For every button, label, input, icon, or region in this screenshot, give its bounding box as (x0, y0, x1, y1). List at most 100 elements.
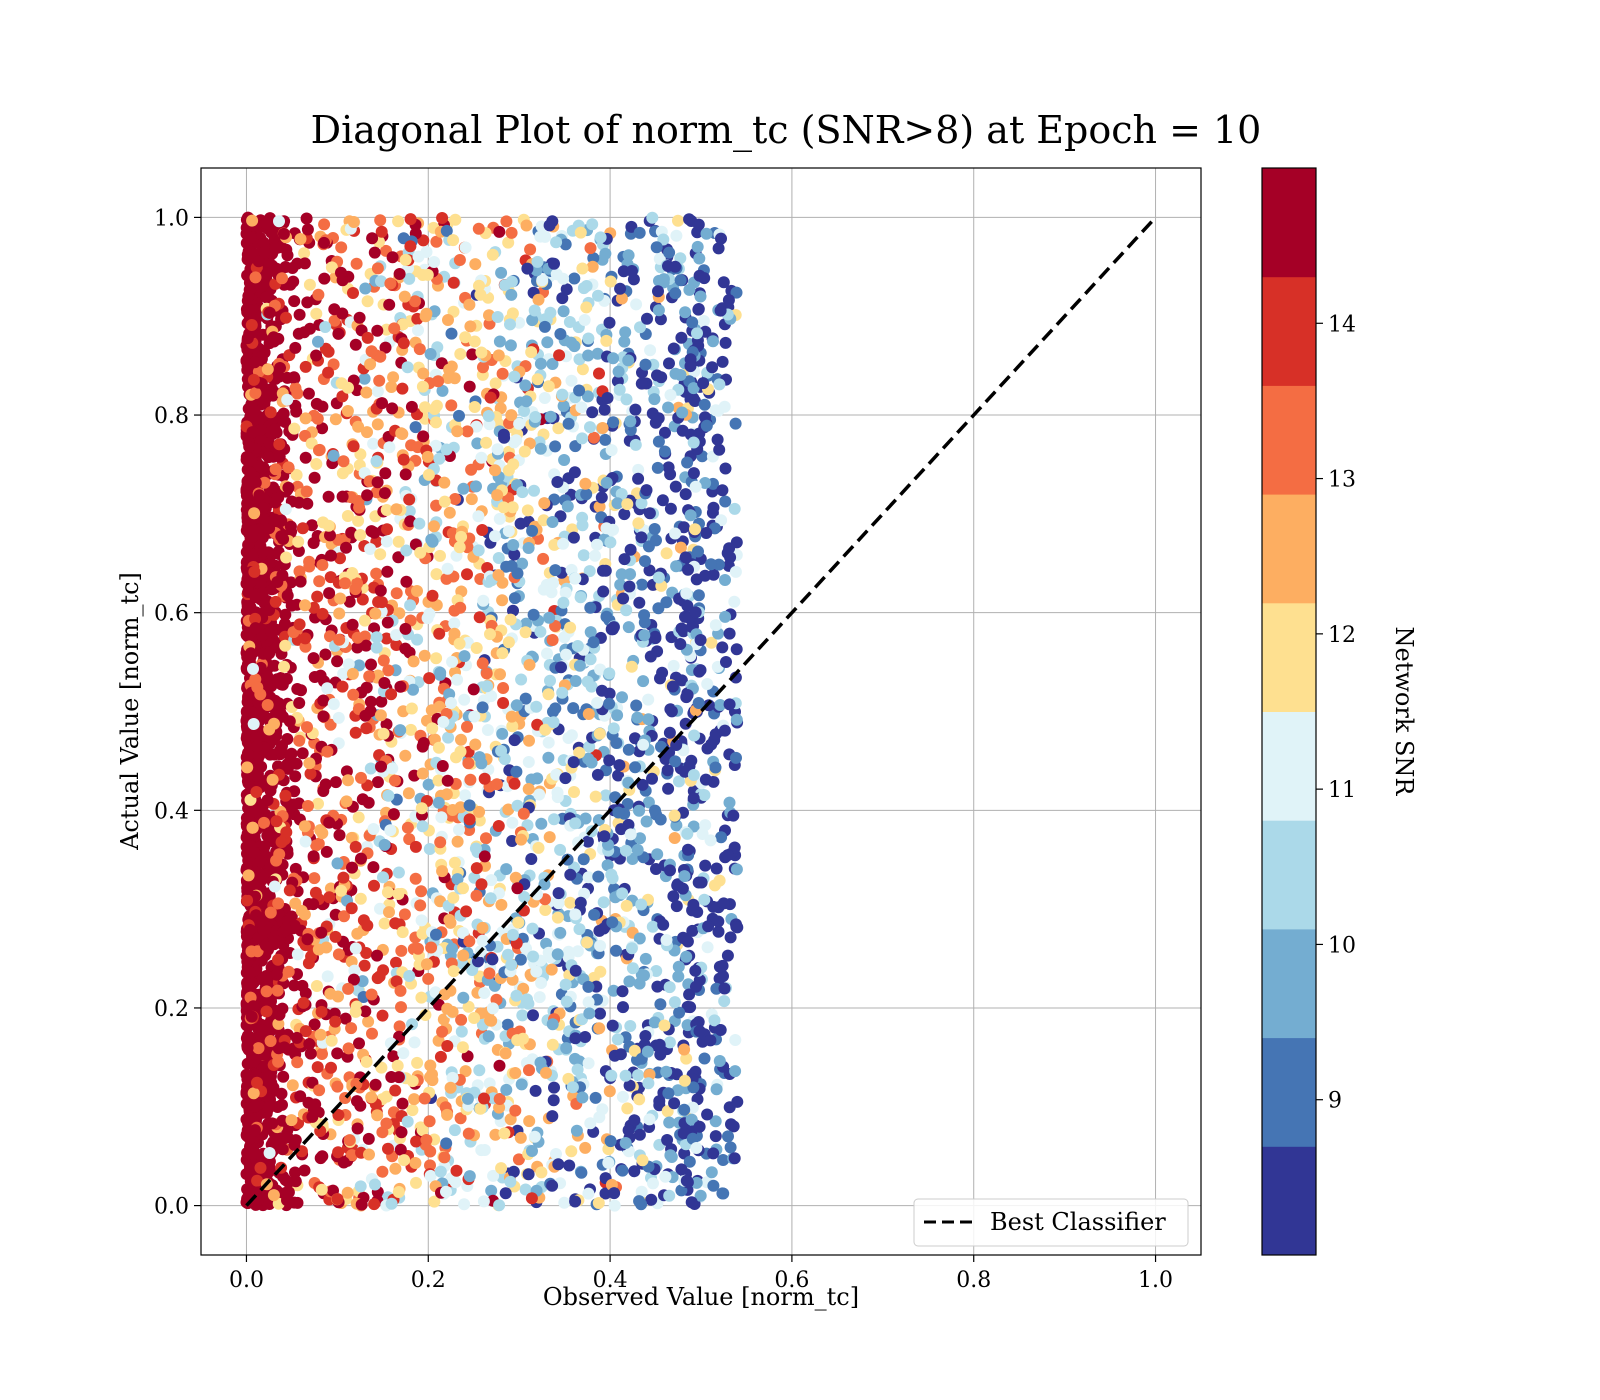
scatter-point (491, 311, 504, 323)
scatter-point (352, 811, 365, 824)
scatter-point (243, 923, 256, 936)
colorbar-tick-label: 9 (1328, 1089, 1342, 1114)
scatter-point (588, 908, 601, 921)
scatter-point (722, 1130, 734, 1143)
scatter-point (673, 1006, 686, 1019)
scatter-point (593, 367, 605, 380)
scatter-point (667, 342, 680, 355)
scatter-point (443, 506, 456, 519)
scatter-point (240, 1068, 253, 1081)
scatter-point (299, 412, 312, 425)
scatter-point (453, 541, 466, 554)
scatter-point (337, 1156, 350, 1169)
scatter-point (550, 236, 563, 249)
scatter-point (345, 1022, 358, 1035)
scatter-point (398, 290, 411, 303)
scatter-point (455, 530, 468, 543)
scatter-point (243, 440, 256, 453)
scatter-point (456, 1041, 469, 1054)
scatter-point (500, 1083, 513, 1096)
scatter-point (367, 861, 380, 874)
scatter-point (538, 320, 551, 333)
scatter-point (680, 587, 693, 600)
scatter-point (518, 445, 531, 458)
scatter-point (667, 659, 680, 672)
scatter-point (496, 647, 509, 660)
scatter-point (302, 387, 315, 400)
scatter-point (582, 332, 595, 345)
scatter-point (519, 626, 532, 639)
scatter-point (579, 1141, 592, 1154)
scatter-point (576, 432, 589, 445)
scatter-point (475, 878, 488, 891)
scatter-point (584, 242, 597, 255)
scatter-point (687, 436, 700, 449)
scatter-point (258, 816, 270, 829)
scatter-point (619, 326, 632, 339)
scatter-point (519, 1183, 532, 1196)
scatter-point (293, 308, 306, 321)
scatter-point (605, 444, 618, 457)
scatter-point (440, 1185, 452, 1198)
scatter-point (544, 306, 557, 319)
scatter-point (533, 788, 546, 801)
scatter-point (278, 660, 290, 673)
scatter-point (652, 571, 665, 584)
scatter-point (631, 843, 644, 856)
scatter-point (476, 921, 489, 934)
scatter-point (715, 831, 728, 844)
scatter-point (632, 472, 645, 485)
scatter-point (622, 621, 635, 634)
scatter-point (279, 789, 292, 802)
scatter-point (291, 387, 304, 400)
scatter-point (679, 306, 692, 319)
scatter-point (254, 855, 267, 868)
scatter-point (672, 960, 685, 973)
scatter-point (353, 1037, 365, 1050)
scatter-point (422, 468, 435, 481)
scatter-point (412, 942, 424, 955)
scatter-point (426, 1074, 439, 1087)
scatter-point (276, 1143, 289, 1156)
scatter-point (478, 987, 491, 999)
scatter-point (546, 1110, 559, 1123)
scatter-point (710, 862, 723, 875)
scatter-point (332, 327, 345, 340)
scatter-point (271, 984, 284, 997)
scatter-point (485, 1184, 498, 1197)
scatter-point (707, 501, 720, 514)
scatter-point (298, 820, 311, 833)
scatter-point (268, 938, 280, 951)
scatter-point (288, 295, 301, 308)
scatter-point (301, 721, 313, 734)
scatter-point (652, 304, 665, 317)
scatter-point (280, 243, 293, 256)
scatter-point (433, 627, 446, 640)
scatter-point (579, 477, 592, 490)
scatter-point (438, 476, 451, 489)
scatter-point (288, 371, 300, 384)
scatter-point (651, 848, 664, 861)
scatter-point (679, 488, 692, 501)
scatter-point (507, 928, 519, 941)
scatter-point (698, 789, 711, 802)
scatter-point (678, 1103, 691, 1116)
scatter-point (554, 926, 567, 939)
scatter-point (442, 731, 455, 744)
scatter-point (484, 628, 496, 641)
scatter-point (354, 1180, 367, 1193)
scatter-point (303, 1038, 316, 1050)
scatter-point (470, 480, 482, 493)
scatter-point (352, 514, 365, 527)
scatter-point (664, 864, 676, 877)
scatter-point (465, 493, 478, 506)
scatter-point (331, 857, 344, 870)
scatter-point (523, 1064, 535, 1077)
scatter-point (378, 487, 391, 500)
scatter-point (560, 648, 573, 661)
scatter-point (340, 541, 352, 554)
scatter-point (374, 548, 387, 561)
scatter-point (527, 950, 540, 963)
scatter-point (580, 488, 593, 501)
